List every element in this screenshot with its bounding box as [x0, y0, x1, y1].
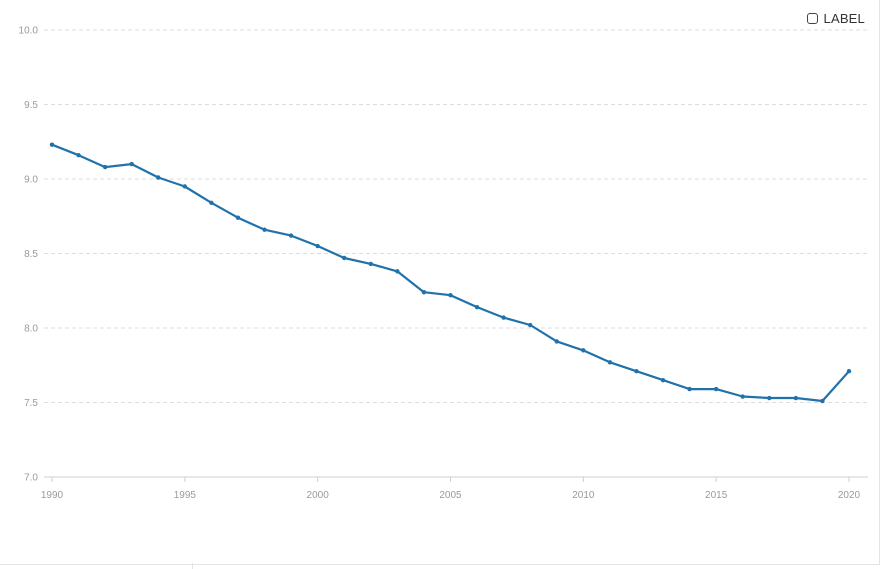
data-point[interactable] — [235, 215, 241, 220]
data-point[interactable] — [793, 395, 799, 401]
data-point[interactable] — [156, 175, 161, 180]
x-tick-label: 2010 — [572, 490, 595, 501]
label-toggle[interactable]: LABEL — [806, 11, 865, 26]
data-point[interactable] — [49, 142, 55, 147]
label-checkbox[interactable] — [806, 13, 818, 24]
data-point[interactable] — [288, 233, 294, 238]
data-point[interactable] — [687, 386, 692, 392]
data-point[interactable] — [528, 322, 533, 328]
data-point[interactable] — [554, 339, 559, 344]
series — [49, 142, 852, 404]
x-tick-label: 2020 — [838, 490, 861, 501]
x-tick-label: 2005 — [439, 490, 462, 501]
data-point[interactable] — [846, 369, 852, 374]
bottom-divider — [192, 563, 193, 569]
x-tick-label: 1990 — [41, 490, 64, 501]
data-point[interactable] — [634, 369, 639, 374]
data-point[interactable] — [660, 377, 666, 383]
data-point[interactable] — [820, 398, 825, 404]
data-point[interactable] — [607, 360, 613, 365]
y-tick-label: 9.5 — [24, 100, 38, 111]
data-point[interactable] — [76, 152, 81, 158]
data-point[interactable] — [474, 304, 480, 310]
data-point[interactable] — [368, 261, 373, 267]
data-point[interactable] — [102, 164, 108, 170]
data-point[interactable] — [129, 161, 134, 167]
x-tick-label: 2015 — [705, 490, 728, 501]
data-point[interactable] — [395, 269, 400, 274]
data-point[interactable] — [581, 348, 586, 353]
series-line — [50, 143, 851, 403]
y-tick-label: 10.0 — [19, 26, 39, 37]
x-axis-tick-labels: 1990 1995 2000 2005 2010 2015 2020 — [41, 490, 861, 501]
x-axis — [44, 476, 868, 482]
y-tick-label: 7.0 — [24, 473, 38, 484]
data-point[interactable] — [740, 394, 745, 399]
data-point[interactable] — [448, 293, 453, 298]
data-point[interactable] — [713, 386, 719, 392]
x-tick-label: 2000 — [307, 490, 330, 501]
data-point[interactable] — [209, 200, 214, 206]
y-tick-label: 8.5 — [24, 249, 38, 260]
grid-lines — [44, 29, 868, 403]
data-point[interactable] — [421, 290, 427, 295]
data-point[interactable] — [262, 227, 267, 232]
x-tick-label: 1995 — [174, 490, 197, 501]
data-point[interactable] — [342, 255, 347, 261]
y-tick-label: 9.0 — [24, 175, 38, 186]
y-axis-tick-labels: 10.0 9.5 9.0 8.5 8.0 7.5 7.0 — [19, 26, 39, 484]
y-tick-label: 7.5 — [24, 398, 38, 409]
y-tick-label: 8.0 — [24, 324, 38, 335]
data-point[interactable] — [182, 184, 188, 189]
data-point[interactable] — [501, 315, 506, 320]
label-toggle-text: LABEL — [823, 11, 865, 26]
data-point[interactable] — [315, 243, 320, 249]
data-point[interactable] — [767, 395, 772, 401]
